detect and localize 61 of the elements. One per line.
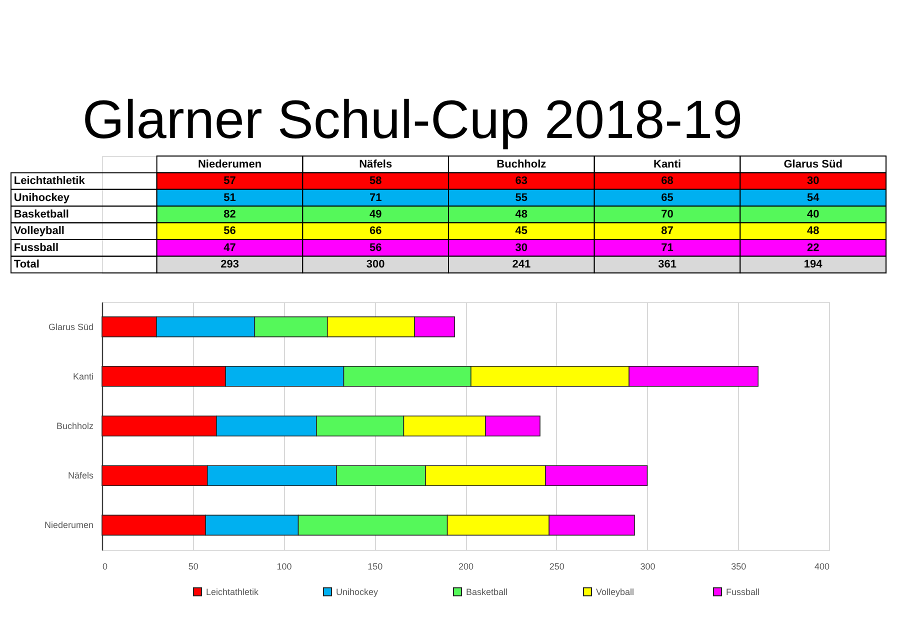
x-tick-label: 200 [458,562,474,572]
data-label: 40 [806,208,820,220]
y-tick-label: Glarus Süd [48,322,94,332]
data-label: 22 [806,242,820,254]
data-label: 71 [369,192,382,204]
x-tick-label: 100 [276,562,292,572]
x-tick-label: 350 [731,562,746,572]
x-tick-label: 400 [814,562,830,572]
data-label: 45 [515,225,528,238]
data-label: 49 [369,208,382,220]
data-label: 194 [804,258,824,271]
y-tick-label: Leichtathletik [14,175,86,188]
data-label: 56 [369,242,382,254]
y-tick-label: Kanti [72,371,94,382]
legend-label: Leichtathletik [206,586,260,597]
data-label: 300 [366,258,385,271]
y-tick-label: Total [14,258,40,271]
data-label: 48 [806,225,820,238]
x-tick-label: Niederumen [198,158,262,170]
x-tick-label: 50 [188,562,198,572]
data-label: 241 [512,258,531,271]
legend-label: Unihockey [336,586,379,597]
data-label: 82 [224,208,236,220]
y-tick-label: Niederumen [44,520,94,530]
data-label: 30 [515,242,528,254]
data-label: 87 [661,225,674,238]
data-label: 66 [369,225,382,238]
x-tick-label: Glarus Süd [784,158,842,170]
data-label: 71 [661,242,674,254]
x-tick-label: 150 [368,562,383,572]
data-label: 54 [806,192,820,204]
y-tick-label: Buchholz [56,421,94,431]
data-label: 55 [515,192,528,204]
data-label: 70 [661,208,674,220]
legend-label: Volleyball [596,586,634,597]
x-tick-label: Näfels [359,158,392,170]
data-label: 56 [224,225,236,238]
legend-label: Basketball [466,586,508,597]
x-tick-label: 300 [640,562,656,572]
data-label: 48 [515,208,528,220]
x-tick-label: Buchholz [496,158,547,170]
legend-label: Fussball [726,586,760,597]
data-label: 58 [369,175,382,188]
x-tick-label: 250 [549,562,564,572]
y-tick-label: Volleyball [14,225,64,238]
data-label: 47 [224,242,236,254]
data-label: 57 [224,175,236,188]
data-label: 65 [661,192,674,204]
data-label: 63 [515,175,528,188]
y-tick-label: Fussball [14,242,59,254]
y-tick-label: Unihockey [14,192,70,204]
x-tick-label: Kanti [654,158,681,170]
data-label: 68 [661,175,674,188]
y-tick-label: Näfels [68,470,94,481]
data-label: 51 [224,192,236,204]
y-tick-label: Basketball [14,208,69,220]
chart-title: Glarner Schul-Cup 2018-19 [82,90,743,150]
data-label: 30 [806,175,820,188]
data-label: 293 [220,258,239,271]
data-label: 361 [658,258,676,271]
x-tick-label: 0 [102,562,108,572]
